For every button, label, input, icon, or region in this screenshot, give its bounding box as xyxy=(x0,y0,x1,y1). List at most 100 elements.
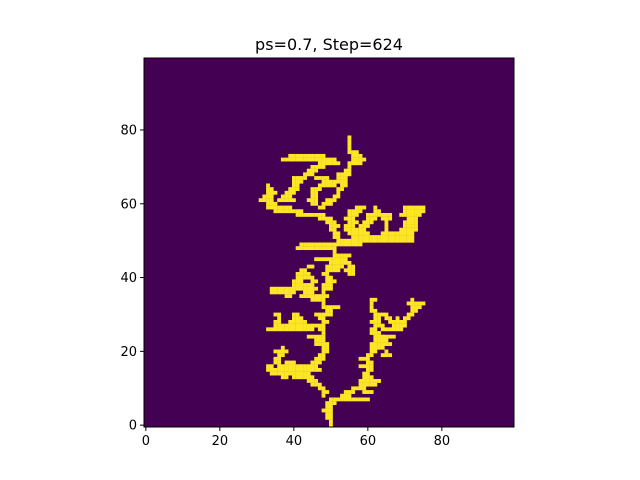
cluster-cell xyxy=(366,235,370,239)
cluster-cell xyxy=(311,383,315,387)
y-tick-label: 60 xyxy=(120,197,137,212)
cluster-cell xyxy=(322,154,326,158)
cluster-cell xyxy=(418,302,422,306)
cluster-cell xyxy=(311,187,315,191)
cluster-cell xyxy=(322,283,326,287)
cluster-cell xyxy=(322,320,326,324)
cluster-cell xyxy=(314,338,318,342)
cluster-cell xyxy=(281,158,285,162)
cluster-cell xyxy=(381,338,385,342)
cluster-cell xyxy=(373,239,377,243)
cluster-cell xyxy=(325,183,329,187)
cluster-cell xyxy=(285,206,289,210)
cluster-cell xyxy=(418,209,422,213)
cluster-cell xyxy=(311,290,315,294)
cluster-cell xyxy=(336,239,340,243)
cluster-cell xyxy=(329,180,333,184)
cluster-cell xyxy=(370,220,374,224)
cluster-cell xyxy=(396,316,400,320)
cluster-cell xyxy=(307,283,311,287)
cluster-cell xyxy=(348,213,352,217)
cluster-cell xyxy=(311,379,315,383)
cluster-cell xyxy=(311,298,315,302)
cluster-cell xyxy=(292,180,296,184)
cluster-cell xyxy=(314,342,318,346)
cluster-cell xyxy=(288,320,292,324)
cluster-cell xyxy=(355,150,359,154)
cluster-cell xyxy=(292,372,296,376)
cluster-cell xyxy=(366,224,370,228)
cluster-cell xyxy=(274,209,278,213)
cluster-cell xyxy=(336,172,340,176)
cluster-cell xyxy=(399,327,403,331)
cluster-cell xyxy=(322,386,326,390)
cluster-cell xyxy=(311,246,315,250)
cluster-cell xyxy=(325,158,329,162)
cluster-cell xyxy=(303,276,307,280)
cluster-cell xyxy=(314,335,318,339)
cluster-cell xyxy=(377,320,381,324)
cluster-cell xyxy=(325,268,329,272)
cluster-cell xyxy=(292,187,296,191)
cluster-cell xyxy=(351,158,355,162)
cluster-cell xyxy=(262,195,266,199)
cluster-cell xyxy=(385,313,389,317)
cluster-cell xyxy=(274,361,278,365)
cluster-cell xyxy=(329,243,333,247)
cluster-cell xyxy=(314,246,318,250)
cluster-cell xyxy=(296,324,300,328)
cluster-cell xyxy=(377,209,381,213)
cluster-cell xyxy=(299,327,303,331)
cluster-cell xyxy=(355,386,359,390)
cluster-cell xyxy=(299,268,303,272)
cluster-cell xyxy=(362,390,366,394)
cluster-cell xyxy=(303,324,307,328)
cluster-cell xyxy=(299,209,303,213)
cluster-cell xyxy=(373,324,377,328)
cluster-cell xyxy=(407,224,411,228)
cluster-cell xyxy=(348,220,352,224)
cluster-cell xyxy=(344,397,348,401)
cluster-cell xyxy=(362,206,366,210)
cluster-cell xyxy=(281,324,285,328)
cluster-cell xyxy=(340,172,344,176)
cluster-cell xyxy=(370,320,374,324)
cluster-cell xyxy=(299,368,303,372)
cluster-cell xyxy=(277,324,281,328)
cluster-cell xyxy=(303,283,307,287)
cluster-cell xyxy=(318,154,322,158)
cluster-cell xyxy=(362,379,366,383)
cluster-cell xyxy=(370,298,374,302)
cluster-cell xyxy=(307,265,311,269)
cluster-cell xyxy=(322,353,326,357)
cluster-cell xyxy=(348,169,352,173)
cluster-cell xyxy=(366,379,370,383)
cluster-cell xyxy=(299,213,303,217)
cluster-cell xyxy=(314,154,318,158)
cluster-cell xyxy=(377,235,381,239)
cluster-cell xyxy=(285,375,289,379)
cluster-cell xyxy=(362,158,366,162)
cluster-cell xyxy=(299,272,303,276)
cluster-cell xyxy=(270,327,274,331)
cluster-cell xyxy=(370,305,374,309)
cluster-cell xyxy=(340,394,344,398)
cluster-cell xyxy=(366,213,370,217)
cluster-cell xyxy=(274,191,278,195)
cluster-cell xyxy=(292,279,296,283)
cluster-cell xyxy=(292,368,296,372)
cluster-cell xyxy=(392,239,396,243)
cluster-cell xyxy=(333,265,337,269)
cluster-cell xyxy=(351,220,355,224)
cluster-cell xyxy=(277,350,281,354)
cluster-cell xyxy=(318,386,322,390)
cluster-cell xyxy=(329,409,333,413)
cluster-cell xyxy=(333,401,337,405)
cluster-cell xyxy=(325,283,329,287)
cluster-cell xyxy=(351,397,355,401)
cluster-cell xyxy=(266,368,270,372)
cluster-cell xyxy=(359,243,363,247)
cluster-cell xyxy=(392,235,396,239)
cluster-cell xyxy=(274,206,278,210)
cluster-cell xyxy=(388,335,392,339)
